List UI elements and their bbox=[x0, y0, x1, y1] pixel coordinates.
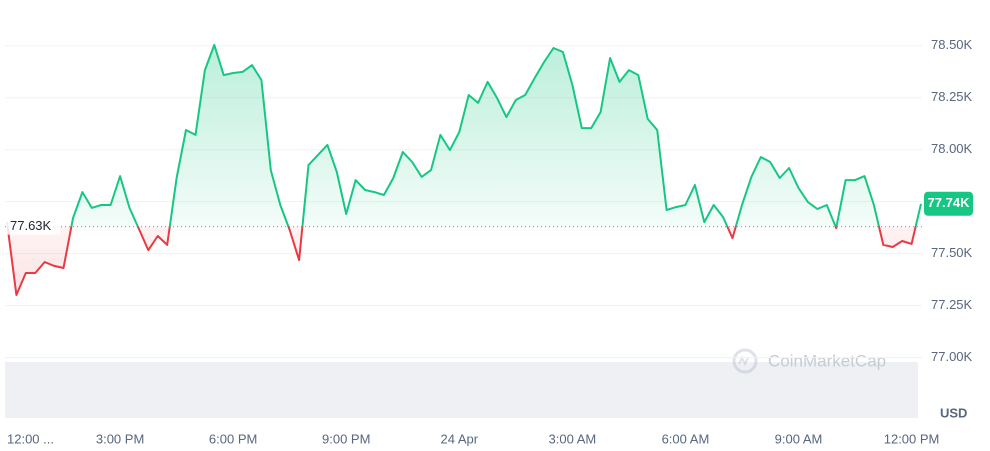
area bbox=[7, 44, 921, 296]
y-unit: USD bbox=[940, 405, 967, 420]
y-tick-label: 78.25K bbox=[931, 89, 973, 104]
y-tick-label: 78.50K bbox=[931, 37, 973, 52]
x-tick-label: 24 Apr bbox=[440, 431, 478, 446]
watermark: CoinMarketCap bbox=[768, 351, 886, 370]
x-tick-label: 9:00 PM bbox=[322, 431, 370, 446]
x-tick-label: 12:00 ... bbox=[7, 431, 54, 446]
x-tick-label: 3:00 PM bbox=[96, 431, 144, 446]
y-tick-label: 77.00K bbox=[931, 349, 973, 364]
last-price-label: 77.74K bbox=[928, 195, 971, 210]
x-tick-label: 6:00 AM bbox=[662, 431, 710, 446]
x-tick-label: 9:00 AM bbox=[775, 431, 823, 446]
baseline-label: 77.63K bbox=[10, 218, 52, 233]
y-tick-label: 77.50K bbox=[931, 245, 973, 260]
x-tick-label: 12:00 PM bbox=[884, 431, 940, 446]
volume-band bbox=[5, 362, 918, 418]
x-tick-label: 3:00 AM bbox=[549, 431, 597, 446]
baseline-label-bg bbox=[6, 217, 60, 235]
price-line bbox=[6, 43, 922, 296]
y-tick-label: 77.25K bbox=[931, 297, 973, 312]
x-tick-label: 6:00 PM bbox=[209, 431, 257, 446]
last-price-badge bbox=[924, 191, 973, 216]
y-tick-label: 78.00K bbox=[931, 141, 973, 156]
watermark-logo bbox=[732, 348, 758, 374]
